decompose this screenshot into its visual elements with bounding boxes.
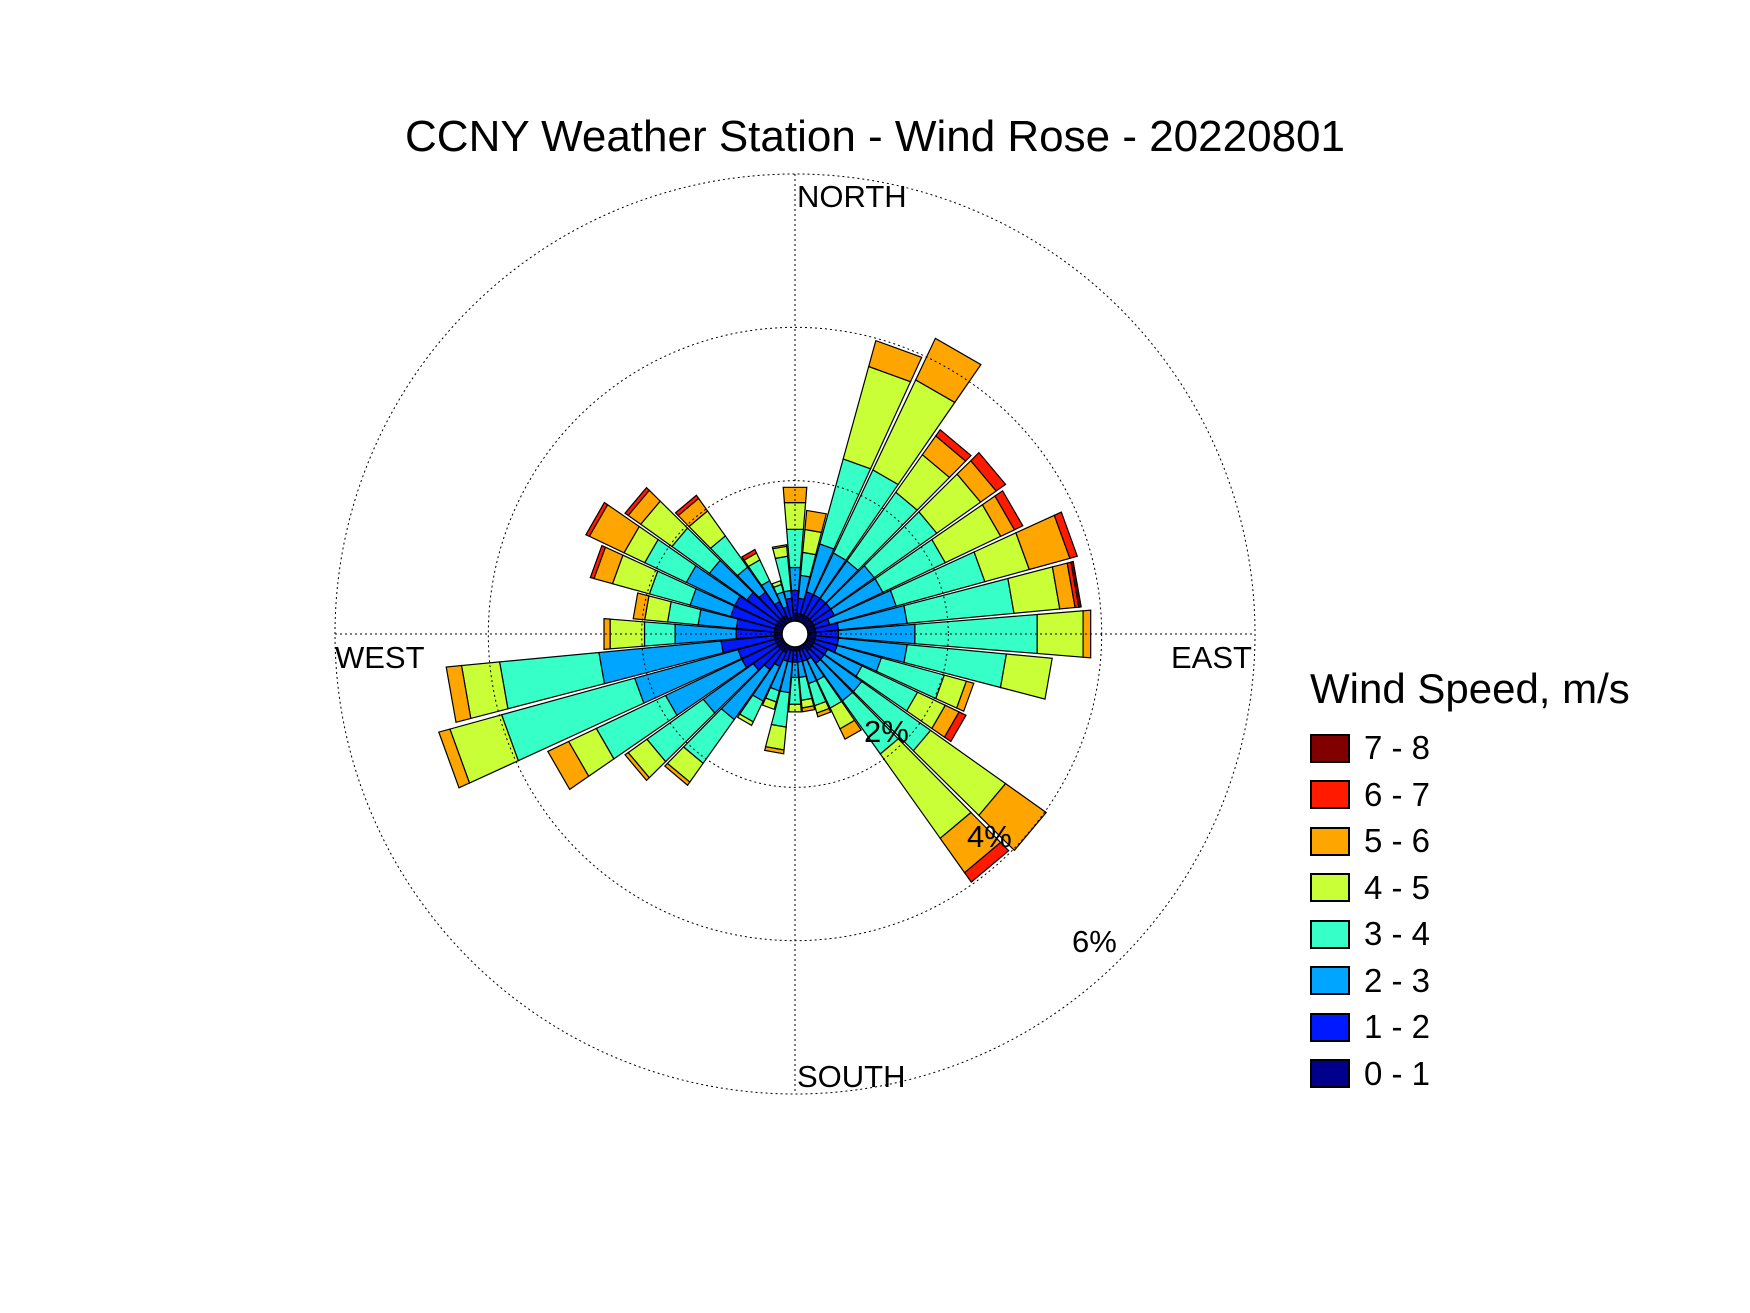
- petal-270deg-5-6: [603, 617, 611, 651]
- petal-350deg-5-6: [771, 543, 788, 550]
- petal-220deg-5-6: [663, 762, 691, 787]
- petal-260deg-5-6: [445, 664, 472, 724]
- petal-290deg-6-7: [589, 544, 607, 580]
- petal-330deg-6-7: [741, 548, 758, 561]
- legend-item: 7 - 8: [1310, 725, 1630, 772]
- petal-60deg-6-7: [994, 489, 1024, 531]
- legend-swatch: [1310, 1012, 1350, 1042]
- north-label: NORTH: [797, 179, 907, 214]
- legend-item: 5 - 6: [1310, 818, 1630, 865]
- petal-30deg-5-6: [914, 337, 982, 404]
- petal-40deg-6-7: [934, 428, 972, 462]
- legend-swatch: [1310, 919, 1350, 949]
- legend-swatch: [1310, 826, 1350, 856]
- petal-150deg-5-6: [839, 719, 863, 741]
- legend-label: 7 - 8: [1364, 729, 1431, 767]
- axis-labels: NORTH EAST SOUTH WEST 2% 4% 6%: [335, 179, 1252, 1094]
- petal-170deg-5-6: [801, 705, 816, 713]
- legend-item: 1 - 2: [1310, 1004, 1630, 1051]
- legend-item: 6 - 7: [1310, 772, 1630, 819]
- petal-20deg-5-6: [867, 339, 923, 383]
- legend-label: 3 - 4: [1364, 915, 1431, 953]
- legend: Wind Speed, m/s 7 - 8 6 - 7 5 - 6 4 - 5 3 - …: [1310, 665, 1630, 1097]
- petal-120deg-6-7: [943, 711, 967, 743]
- petal-340deg-4-5: [771, 580, 783, 589]
- legend-swatch: [1310, 1059, 1350, 1089]
- center-hole: [781, 620, 809, 648]
- petal-10deg-5-6: [804, 509, 828, 534]
- petal-50deg-6-7: [969, 451, 1007, 492]
- legend-label: 4 - 5: [1364, 868, 1431, 906]
- east-label: EAST: [1171, 640, 1252, 675]
- legend-label: 0 - 1: [1364, 1054, 1431, 1092]
- petal-180deg-4-5: [788, 703, 802, 713]
- legend-label: 2 - 3: [1364, 961, 1431, 999]
- petal-210deg-4-5: [736, 713, 755, 727]
- petal-190deg-4-5: [764, 723, 787, 751]
- petal-110deg-5-6: [955, 680, 975, 713]
- legend-swatch: [1310, 873, 1350, 903]
- petal-310deg-6-7: [624, 486, 651, 517]
- petal-70deg-6-7: [1053, 511, 1079, 560]
- grid-ring-6: [334, 173, 1256, 1095]
- petal-300deg-6-7: [585, 501, 609, 538]
- petal-320deg-6-7: [674, 494, 700, 517]
- legend-swatch: [1310, 966, 1350, 996]
- legend-swatch: [1310, 733, 1350, 763]
- petal-130deg-5-6: [978, 782, 1048, 852]
- petal-230deg-5-6: [624, 751, 651, 782]
- legend-label: 6 - 7: [1364, 775, 1431, 813]
- legend-label: 1 - 2: [1364, 1008, 1431, 1046]
- petal-140deg-6-7: [963, 841, 1010, 883]
- petal-250deg-5-6: [438, 728, 471, 789]
- petal-240deg-5-6: [546, 740, 590, 791]
- petal-160deg-5-6: [816, 707, 832, 718]
- legend-label: 5 - 6: [1364, 822, 1431, 860]
- ring-label-4: 4%: [967, 819, 1012, 854]
- petal-100deg-4-5: [999, 653, 1053, 700]
- wind-rose-petals: [438, 337, 1092, 883]
- legend-items: 7 - 8 6 - 7 5 - 6 4 - 5 3 - 4 2 - 3 1 - 2 0 - 1: [1310, 725, 1630, 1097]
- west-label: WEST: [335, 640, 425, 675]
- petal-80deg-7-8: [1070, 560, 1082, 608]
- ring-label-2: 2%: [864, 714, 909, 749]
- petal-200deg-4-5: [761, 697, 778, 711]
- legend-item: 4 - 5: [1310, 865, 1630, 912]
- petal-280deg-5-6: [632, 592, 650, 621]
- legend-title: Wind Speed, m/s: [1310, 665, 1630, 712]
- chart-title: CCNY Weather Station - Wind Rose - 20220…: [405, 112, 1345, 161]
- legend-item: 3 - 4: [1310, 911, 1630, 958]
- petal-190deg-5-6: [763, 746, 785, 755]
- legend-item: 2 - 3: [1310, 958, 1630, 1005]
- legend-item: 0 - 1: [1310, 1051, 1630, 1098]
- legend-swatch: [1310, 780, 1350, 810]
- ring-label-6: 6%: [1072, 924, 1117, 959]
- south-label: SOUTH: [797, 1059, 906, 1094]
